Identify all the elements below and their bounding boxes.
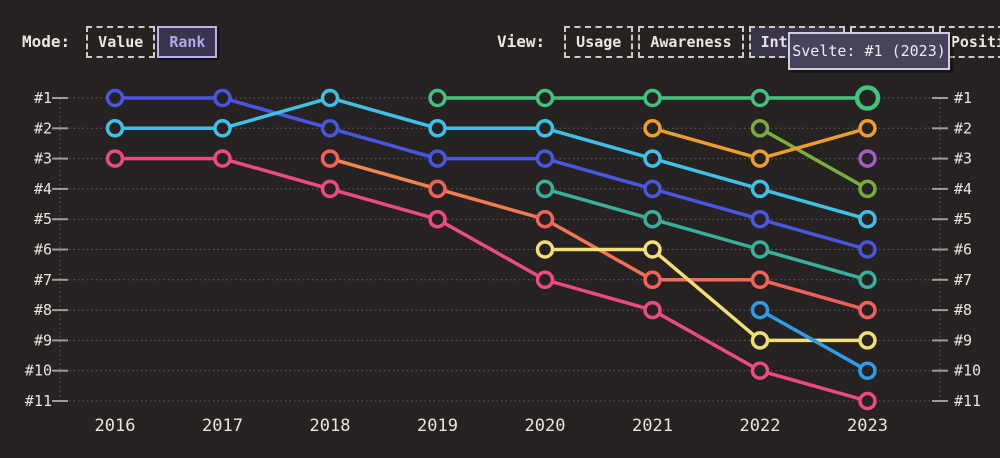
rank-label-left: #6: [34, 241, 52, 259]
data-point-cyan-2023[interactable]: [858, 209, 877, 229]
data-point-yellow-2022[interactable]: [750, 331, 770, 350]
series-line-teal: [543, 187, 870, 282]
data-point-pink-2020[interactable]: [535, 270, 555, 290]
data-point-royal-blue-2019[interactable]: [428, 149, 447, 168]
data-point-yellow-2020[interactable]: [535, 240, 555, 259]
data-point-green-svelte-2019[interactable]: [428, 88, 447, 108]
data-point-cyan-2018[interactable]: [320, 88, 340, 108]
data-point-cyan-2022[interactable]: [750, 179, 770, 199]
year-label: 2023: [847, 416, 888, 436]
rank-label-left: #4: [34, 180, 52, 198]
series-line-dodger-blue: [758, 308, 870, 373]
data-point-purple-2023[interactable]: [858, 149, 877, 168]
chart-tooltip: Svelte: #1 (2023): [788, 32, 950, 70]
rank-label-right: #9: [954, 331, 972, 349]
year-label: 2017: [202, 416, 243, 436]
data-point-salmon-red-2021[interactable]: [643, 270, 662, 290]
mode-option-value[interactable]: Value: [86, 26, 156, 58]
rank-label-right: #5: [954, 210, 972, 228]
rank-label-right: #11: [954, 392, 981, 410]
data-point-orange-2021[interactable]: [643, 119, 662, 138]
data-point-green-svelte-2023[interactable]: [854, 85, 881, 111]
data-point-pink-2023[interactable]: [858, 391, 877, 411]
rank-label-right: #8: [954, 301, 972, 319]
data-point-royal-blue-2022[interactable]: [750, 209, 770, 229]
rank-label-right: #4: [954, 180, 972, 198]
rank-label-right: #7: [954, 271, 972, 289]
data-point-olive-green-2023[interactable]: [858, 179, 877, 199]
data-point-royal-blue-2018[interactable]: [320, 119, 340, 138]
rank-label-left: #3: [34, 150, 52, 168]
data-point-yellow-2021[interactable]: [643, 240, 662, 259]
data-point-salmon-red-2023[interactable]: [858, 300, 877, 320]
series-line-royal-blue: [113, 96, 870, 252]
rank-label-right: #10: [954, 362, 981, 380]
year-label: 2020: [525, 416, 566, 436]
view-label: View:: [497, 32, 546, 51]
data-point-dodger-blue-2023[interactable]: [858, 361, 877, 380]
rank-label-left: #1: [34, 89, 52, 107]
data-point-pink-2018[interactable]: [320, 179, 340, 199]
data-point-royal-blue-2017[interactable]: [213, 88, 232, 108]
rank-label-left: #5: [34, 210, 52, 228]
data-point-teal-2021[interactable]: [643, 209, 662, 229]
data-point-cyan-2021[interactable]: [643, 149, 662, 168]
rank-label-left: #11: [25, 392, 52, 410]
rank-label-left: #9: [34, 331, 52, 349]
data-point-pink-2021[interactable]: [643, 300, 662, 320]
data-point-green-svelte-2020[interactable]: [535, 88, 555, 108]
series-line-salmon-red: [328, 156, 870, 312]
chart-tooltip-text: Svelte: #1 (2023): [792, 42, 946, 60]
data-point-cyan-2020[interactable]: [535, 119, 555, 138]
series-line-cyan: [113, 96, 870, 221]
data-point-salmon-red-2020[interactable]: [535, 209, 555, 229]
rank-label-right: #6: [954, 241, 972, 259]
rank-label-left: #8: [34, 301, 52, 319]
data-point-pink-2019[interactable]: [428, 209, 447, 229]
mode-label: Mode:: [22, 32, 71, 51]
data-point-salmon-red-2018[interactable]: [320, 149, 340, 168]
year-label: 2016: [95, 416, 136, 436]
rank-label-left: #10: [25, 362, 52, 380]
data-point-cyan-2019[interactable]: [428, 119, 447, 138]
data-point-orange-2022[interactable]: [750, 149, 770, 168]
view-option-usage[interactable]: Usage: [564, 26, 634, 58]
data-point-olive-green-2022[interactable]: [750, 119, 770, 138]
data-point-salmon-red-2022[interactable]: [750, 270, 770, 290]
data-point-royal-blue-2016[interactable]: [105, 88, 125, 108]
data-point-green-svelte-2022[interactable]: [750, 88, 770, 108]
data-point-royal-blue-2020[interactable]: [535, 149, 555, 168]
rank-label-right: #1: [954, 89, 972, 107]
data-point-teal-2022[interactable]: [750, 240, 770, 259]
data-point-teal-2023[interactable]: [858, 270, 877, 290]
data-point-pink-2017[interactable]: [213, 149, 232, 168]
series-line-pink: [113, 156, 870, 403]
data-point-royal-blue-2021[interactable]: [643, 179, 662, 199]
data-point-yellow-2023[interactable]: [858, 331, 877, 350]
series-line-olive-green: [758, 126, 870, 191]
data-point-royal-blue-2023[interactable]: [858, 240, 877, 259]
year-label: 2022: [740, 416, 781, 436]
rank-label-right: #3: [954, 150, 972, 168]
rank-label-left: #7: [34, 271, 52, 289]
data-point-green-svelte-2021[interactable]: [643, 88, 662, 108]
data-point-cyan-2017[interactable]: [213, 119, 232, 138]
data-point-salmon-red-2019[interactable]: [428, 179, 447, 199]
view-option-awareness[interactable]: Awareness: [638, 26, 744, 58]
year-label: 2018: [310, 416, 351, 436]
mode-option-rank[interactable]: Rank: [157, 26, 218, 58]
data-point-orange-2023[interactable]: [858, 119, 877, 138]
year-label: 2019: [417, 416, 458, 436]
data-point-pink-2022[interactable]: [750, 361, 770, 380]
data-point-teal-2020[interactable]: [535, 179, 555, 199]
rank-label-right: #2: [954, 119, 972, 137]
rank-label-left: #2: [34, 119, 52, 137]
mode-toggle: Mode: Value Rank: [22, 26, 218, 58]
data-point-cyan-2016[interactable]: [105, 119, 125, 138]
data-point-dodger-blue-2022[interactable]: [750, 300, 770, 320]
data-point-pink-2016[interactable]: [105, 149, 125, 168]
year-label: 2021: [632, 416, 673, 436]
